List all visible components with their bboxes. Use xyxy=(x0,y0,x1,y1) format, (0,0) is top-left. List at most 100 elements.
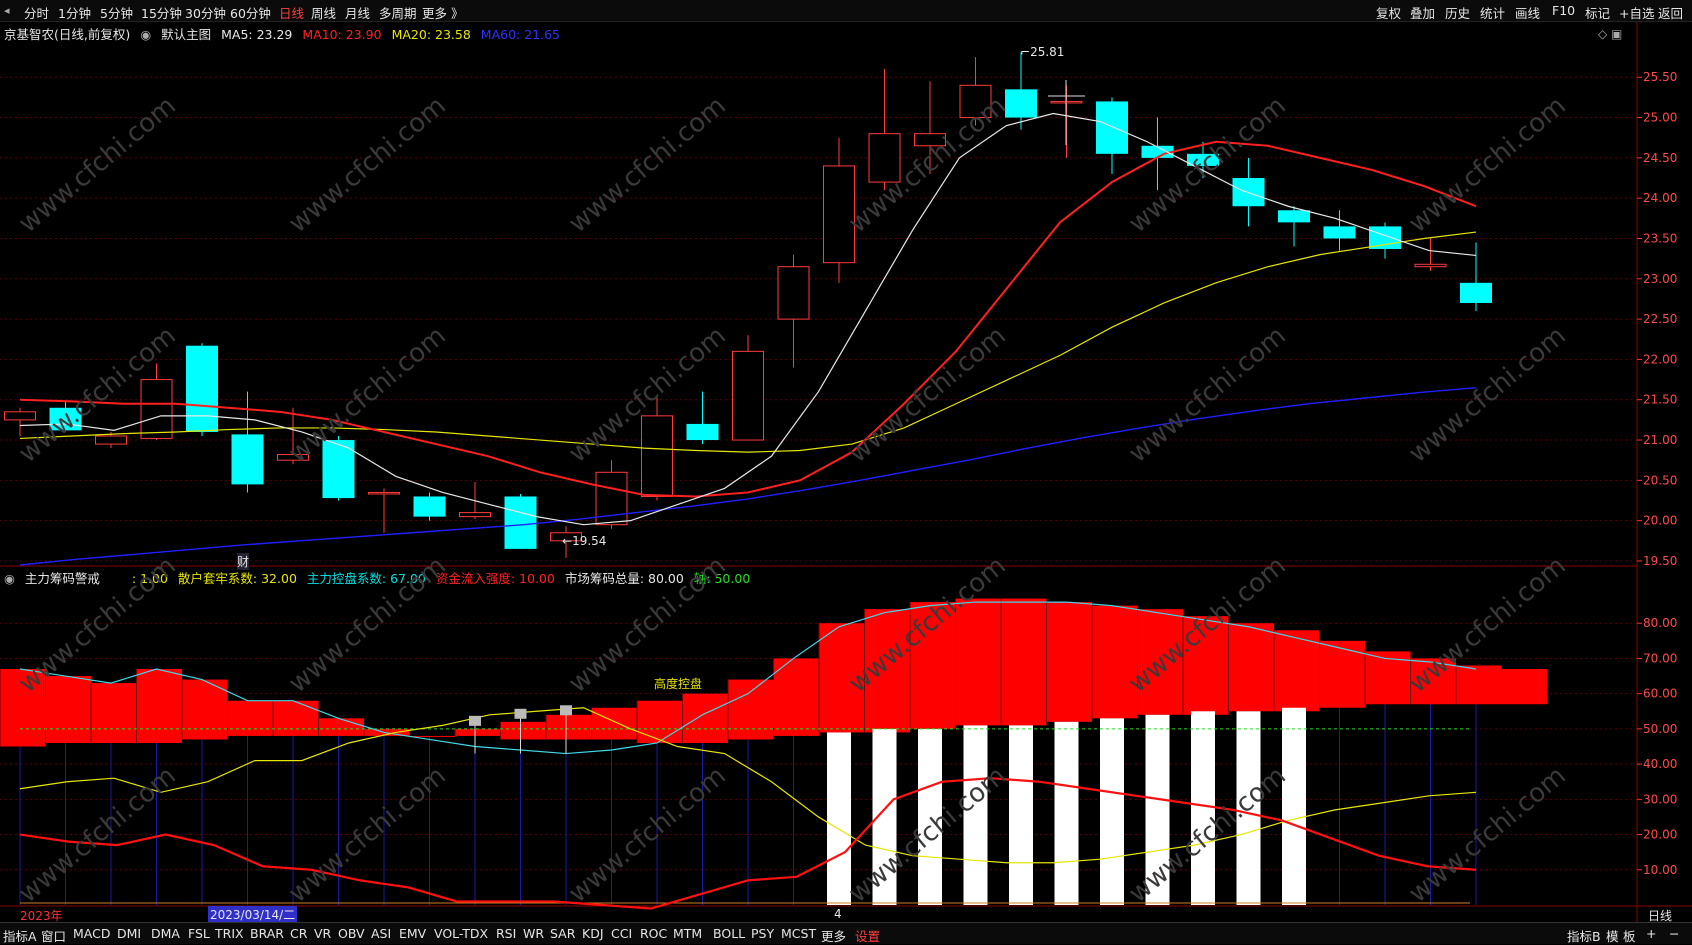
tab-template[interactable]: 模 xyxy=(1606,929,1619,944)
tab-brar[interactable]: BRAR xyxy=(250,926,284,941)
tab-sar[interactable]: SAR xyxy=(550,926,576,941)
chip-area-bar xyxy=(409,735,455,737)
chip-area-bar xyxy=(182,679,228,740)
f10-button[interactable]: F10 xyxy=(1552,3,1576,18)
tab-cci[interactable]: CCI xyxy=(611,926,633,941)
tab-obv[interactable]: OBV xyxy=(338,926,365,941)
chip-area-bar xyxy=(910,602,956,729)
period-more[interactable]: 更多 》 xyxy=(422,6,464,21)
back-arrow-icon[interactable]: ◂ xyxy=(4,4,10,17)
tab-fsl[interactable]: FSL xyxy=(188,926,210,941)
tab-settings[interactable]: 设置 xyxy=(855,929,881,944)
period-multi[interactable]: 多周期 xyxy=(379,6,417,21)
period-30min[interactable]: 30分钟 xyxy=(185,6,226,21)
adjust-button[interactable]: 复权 xyxy=(1376,6,1402,21)
chip-area-bar xyxy=(955,598,1001,726)
period-daily[interactable]: 日线 xyxy=(279,6,305,21)
candle xyxy=(1232,157,1265,227)
ma60-value: MA60: 21.65 xyxy=(480,27,560,42)
period-intraday[interactable]: 分时 xyxy=(24,6,50,21)
tab-mtm[interactable]: MTM xyxy=(673,926,703,941)
period-monthly[interactable]: 月线 xyxy=(345,6,371,21)
candle-body-down xyxy=(1460,282,1492,303)
period-1min[interactable]: 1分钟 xyxy=(58,6,91,21)
tab-board[interactable]: 板 xyxy=(1623,929,1636,944)
candle-body-up xyxy=(914,133,946,147)
tab-vr[interactable]: VR xyxy=(314,926,332,941)
tab-trix[interactable]: TRIX xyxy=(215,926,244,941)
control-bar xyxy=(963,725,988,905)
candle-body-up xyxy=(368,491,400,495)
tab-indicator-a[interactable]: 指标A xyxy=(3,929,37,944)
candle xyxy=(49,401,82,432)
tab-window[interactable]: 窗口 xyxy=(41,929,67,944)
indicator-name[interactable]: 主力筹码警戒 xyxy=(24,571,100,586)
mark-button[interactable]: 标记 xyxy=(1585,6,1611,21)
candle xyxy=(186,343,218,437)
indicator-tick-label: 20.00 xyxy=(1643,828,1677,842)
candle xyxy=(959,57,992,126)
chip-area-bar xyxy=(682,693,728,743)
candle-body-up xyxy=(1050,100,1083,104)
month-marker: 4 xyxy=(834,907,842,921)
tab-emv[interactable]: EMV xyxy=(399,926,427,941)
watermark: www.cfchi.com xyxy=(843,760,1012,910)
indicator-tick-label: 10.00 xyxy=(1643,863,1677,877)
indicator-toggle-icon[interactable]: ◉ xyxy=(4,571,15,586)
tab-asi[interactable]: ASI xyxy=(371,926,392,941)
tab-rsi[interactable]: RSI xyxy=(496,926,517,941)
indicator-tab-bar: 指标A 窗口 MACD DMI DMA FSL TRIX BRAR CR VR … xyxy=(0,922,1692,944)
period-60min[interactable]: 60分钟 xyxy=(230,6,271,21)
candle xyxy=(641,395,673,501)
chip-area-bar xyxy=(0,669,46,747)
period-15min[interactable]: 15分钟 xyxy=(141,6,182,21)
candle-body-up xyxy=(595,471,628,526)
candle xyxy=(140,363,173,441)
price-tick-label: 20.00 xyxy=(1643,514,1677,528)
signal-marker xyxy=(469,715,481,726)
chart-corner-icons[interactable]: ◇ ▣ xyxy=(1598,27,1623,41)
draw-button[interactable]: 画线 xyxy=(1515,6,1541,21)
tab-more[interactable]: 更多 xyxy=(821,929,847,944)
add-watchlist-button[interactable]: +自选 xyxy=(1619,6,1655,21)
control-bar xyxy=(918,728,942,905)
tab-roc[interactable]: ROC xyxy=(640,926,668,941)
candle xyxy=(914,81,946,174)
tab-wr[interactable]: WR xyxy=(523,926,545,941)
template-name[interactable]: 默认主图 xyxy=(161,27,212,42)
tab-macd[interactable]: MACD xyxy=(73,926,111,941)
candle xyxy=(504,494,537,549)
stats-button[interactable]: 统计 xyxy=(1480,6,1506,21)
tab-mcst[interactable]: MCST xyxy=(781,926,817,941)
template-toggle-icon[interactable]: ◉ xyxy=(140,27,152,42)
zoom-out-button[interactable]: − xyxy=(1669,926,1680,941)
retail-coefficient: 散户套牢系数: 32.00 xyxy=(177,571,297,586)
candle xyxy=(4,407,36,437)
candle-body-down xyxy=(413,496,446,517)
candle xyxy=(231,391,264,493)
price-tick-label: 24.50 xyxy=(1643,151,1677,165)
zoom-in-button[interactable]: + xyxy=(1646,926,1657,941)
chip-area-bar xyxy=(591,707,637,740)
tab-vol-tdx[interactable]: VOL-TDX xyxy=(434,926,489,941)
control-bar xyxy=(1282,707,1306,905)
ma20-line xyxy=(19,231,1477,453)
indicator-info: ◉ 主力筹码警戒 : 1.00 散户套牢系数: 32.00 主力控盘系数: 67… xyxy=(0,568,1600,588)
price-tick-label: 23.50 xyxy=(1643,231,1677,245)
tab-boll[interactable]: BOLL xyxy=(713,926,746,941)
tab-dma[interactable]: DMA xyxy=(151,926,180,941)
tab-indicator-b[interactable]: 指标B xyxy=(1567,929,1601,944)
tab-psy[interactable]: PSY xyxy=(751,926,775,941)
period-5min[interactable]: 5分钟 xyxy=(100,6,133,21)
return-button[interactable]: 返回 xyxy=(1658,6,1684,21)
history-button[interactable]: 历史 xyxy=(1445,6,1471,21)
tab-cr[interactable]: CR xyxy=(290,926,308,941)
candle-body-down xyxy=(686,423,719,441)
finance-marker[interactable]: 财 xyxy=(237,553,250,570)
tab-kdj[interactable]: KDJ xyxy=(582,926,604,941)
tab-dmi[interactable]: DMI xyxy=(117,926,142,941)
overlay-button[interactable]: 叠加 xyxy=(1410,6,1436,21)
candle xyxy=(686,391,719,445)
period-weekly[interactable]: 周线 xyxy=(311,6,337,21)
